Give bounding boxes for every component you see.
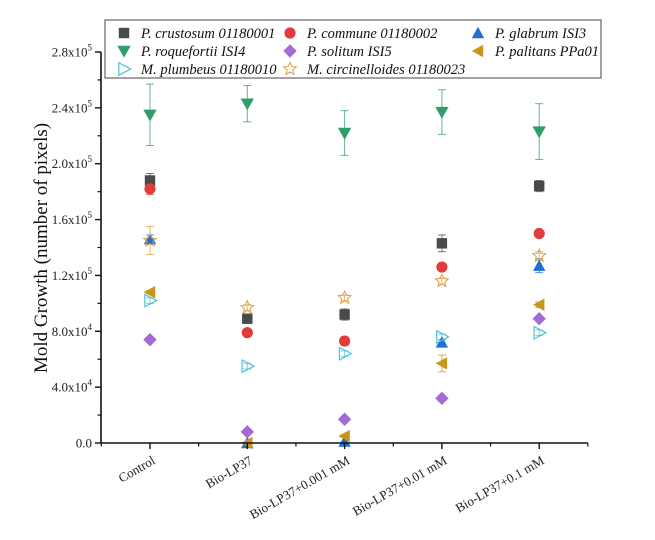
point-p-glabrum-isi3 <box>435 336 449 348</box>
y-tick-label: 4.0x104 <box>52 378 93 395</box>
point-p-crustosum-01180001 <box>339 309 350 320</box>
legend-marker-p-glabrum-isi3 <box>471 26 485 39</box>
y-tick-label: 8.0x104 <box>52 322 93 339</box>
y-tick-label: 2.0x105 <box>52 154 93 171</box>
point-p-commune-01180002 <box>436 261 448 273</box>
legend-label: P. palitans PPa01 <box>494 44 599 60</box>
legend-label: P. crustosum 01180001 <box>140 26 275 42</box>
point-m-plumbeus-01180010 <box>338 346 353 361</box>
legend-label: P. roquefortii ISI4 <box>140 44 245 60</box>
point-p-crustosum-01180001 <box>242 313 253 324</box>
point-p-roquefortii-isi4 <box>532 126 546 139</box>
point-p-palitans-ppa01 <box>338 429 350 443</box>
point-p-commune-01180002 <box>339 335 351 347</box>
legend-marker-m-plumbeus-01180010 <box>118 61 132 77</box>
y-tick-exponent: 5 <box>88 98 93 108</box>
legend-label: P. glabrum ISI3 <box>494 26 586 42</box>
point-p-palitans-ppa01 <box>435 357 448 370</box>
y-tick-label: 2.8x105 <box>52 43 93 60</box>
legend-marker-p-solitum-isi5 <box>283 44 297 58</box>
point-m-plumbeus-01180010 <box>436 329 450 345</box>
point-p-solitum-isi5 <box>143 332 157 347</box>
y-tick-label: 1.6x105 <box>52 210 93 227</box>
data-markers <box>142 98 548 450</box>
point-p-glabrum-isi3 <box>533 259 546 271</box>
y-tick-mantissa: 2.4x10 <box>52 100 88 115</box>
y-tick-exponent: 5 <box>88 154 93 164</box>
y-tick-label: 1.2x105 <box>52 266 93 283</box>
legend-marker-p-crustosum-01180001 <box>118 27 130 39</box>
point-m-circinelloides-01180023 <box>336 289 353 305</box>
x-tick-label: Bio-LP37+0.1 mM <box>453 452 547 515</box>
point-p-commune-01180002 <box>241 327 253 339</box>
point-m-circinelloides-01180023 <box>531 247 547 263</box>
point-p-solitum-isi5 <box>240 425 254 439</box>
point-p-palitans-ppa01 <box>143 285 156 299</box>
legend-marker-p-roquefortii-isi4 <box>117 45 131 58</box>
point-p-solitum-isi5 <box>532 312 546 326</box>
legend-label: M. plumbeus 01180010 <box>140 62 277 78</box>
legend-marker-p-commune-01180002 <box>284 27 296 39</box>
point-p-roquefortii-isi4 <box>435 106 449 119</box>
x-tick-label: Bio-LP37 <box>203 452 255 491</box>
point-p-roquefortii-isi4 <box>337 127 352 140</box>
y-tick-mantissa: 4.0x10 <box>52 380 88 395</box>
legend-label: P. commune 01180002 <box>306 26 437 42</box>
point-p-commune-01180002 <box>144 183 156 195</box>
point-p-roquefortii-isi4 <box>240 98 254 111</box>
y-axis-title: Mold Growth (number of pixels) <box>31 123 52 373</box>
point-m-circinelloides-01180023 <box>142 232 158 247</box>
y-tick-label: 2.4x105 <box>52 98 93 115</box>
point-p-solitum-isi5 <box>337 412 352 426</box>
point-p-commune-01180002 <box>533 227 545 240</box>
y-tick-exponent: 5 <box>88 210 93 220</box>
point-p-crustosum-01180001 <box>144 175 156 186</box>
point-m-plumbeus-01180010 <box>144 293 158 308</box>
y-tick-exponent: 5 <box>88 266 93 276</box>
y-tick-exponent: 4 <box>88 322 93 332</box>
point-p-palitans-ppa01 <box>533 298 545 311</box>
legend-label: P. solitum ISI5 <box>306 44 392 60</box>
y-tick-exponent: 4 <box>88 378 93 388</box>
x-tick-label: Bio-LP37+0.001 mM <box>247 452 353 522</box>
y-tick-mantissa: 2.8x10 <box>52 45 88 60</box>
point-p-glabrum-isi3 <box>338 435 351 447</box>
point-m-circinelloides-01180023 <box>239 299 255 315</box>
y-tick-mantissa: 8.0x10 <box>52 324 88 339</box>
x-tick-label: Bio-LP37+0.01 mM <box>350 452 450 518</box>
point-m-plumbeus-01180010 <box>241 359 256 374</box>
y-tick-label: 0.0 <box>76 436 92 451</box>
point-p-solitum-isi5 <box>435 391 449 406</box>
y-tick-mantissa: 0.0 <box>76 436 92 451</box>
legend-marker-m-circinelloides-01180023 <box>282 60 298 76</box>
x-tick-label: Control <box>116 452 158 485</box>
point-m-circinelloides-01180023 <box>434 273 450 288</box>
y-tick-mantissa: 1.6x10 <box>52 212 88 227</box>
point-m-plumbeus-01180010 <box>533 325 548 340</box>
legend-label: M. circinelloides 01180023 <box>306 62 465 78</box>
legend: P. crustosum 01180001 P. commune 01180002… <box>104 19 602 79</box>
y-tick-exponent: 5 <box>88 43 93 53</box>
axes: 0.04.0x1048.0x1041.2x1051.6x1052.0x1052.… <box>52 43 589 522</box>
point-p-crustosum-01180001 <box>436 238 448 249</box>
legend-marker-p-palitans-ppa01 <box>471 44 484 58</box>
legend-box <box>104 19 602 79</box>
point-p-crustosum-01180001 <box>534 180 545 192</box>
y-tick-mantissa: 1.2x10 <box>52 268 88 283</box>
point-p-roquefortii-isi4 <box>143 109 157 122</box>
y-tick-mantissa: 2.0x10 <box>52 156 88 171</box>
